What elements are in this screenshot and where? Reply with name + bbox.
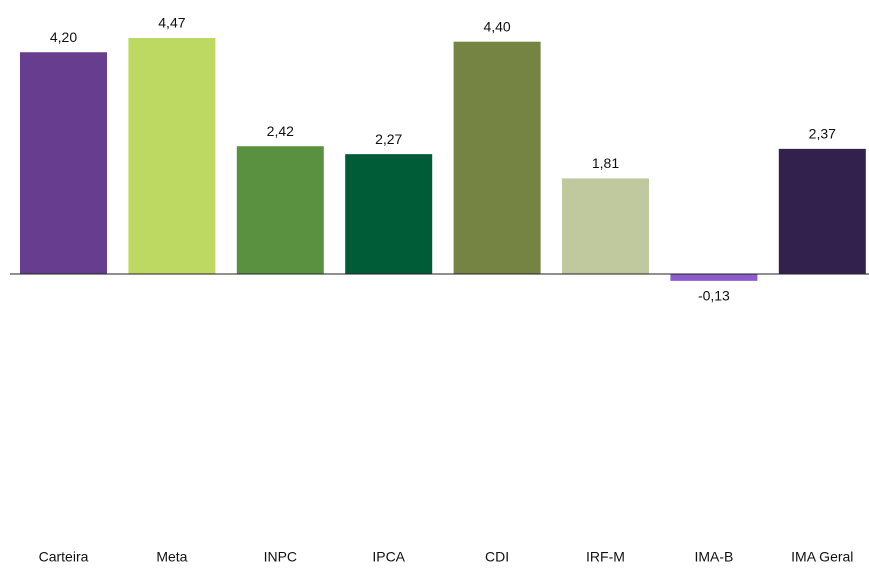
bar bbox=[778, 148, 866, 274]
x-tick-label: Meta bbox=[156, 549, 187, 565]
value-label: 4,40 bbox=[483, 18, 510, 34]
value-label: 4,20 bbox=[50, 29, 77, 45]
x-tick-label: INPC bbox=[264, 549, 297, 565]
value-label: 2,27 bbox=[375, 131, 402, 147]
x-tick-label: IPCA bbox=[372, 549, 405, 565]
bar bbox=[453, 41, 541, 275]
bar bbox=[128, 37, 216, 274]
value-label: 1,81 bbox=[592, 155, 619, 171]
x-tick-label: CDI bbox=[485, 549, 509, 565]
value-label: 4,47 bbox=[158, 15, 185, 31]
x-tick-label: Carteira bbox=[39, 549, 89, 565]
bar bbox=[562, 178, 649, 274]
bar bbox=[236, 146, 324, 274]
bar bbox=[20, 52, 107, 274]
value-label: -0,13 bbox=[698, 288, 730, 304]
value-label: 2,37 bbox=[809, 126, 836, 142]
x-tick-label: IMA Geral bbox=[791, 549, 853, 565]
value-label: 2,42 bbox=[267, 123, 294, 139]
bar bbox=[345, 154, 433, 274]
x-tick-label: IRF-M bbox=[586, 549, 625, 565]
x-tick-label: IMA-B bbox=[694, 549, 733, 565]
bar bbox=[670, 274, 758, 281]
